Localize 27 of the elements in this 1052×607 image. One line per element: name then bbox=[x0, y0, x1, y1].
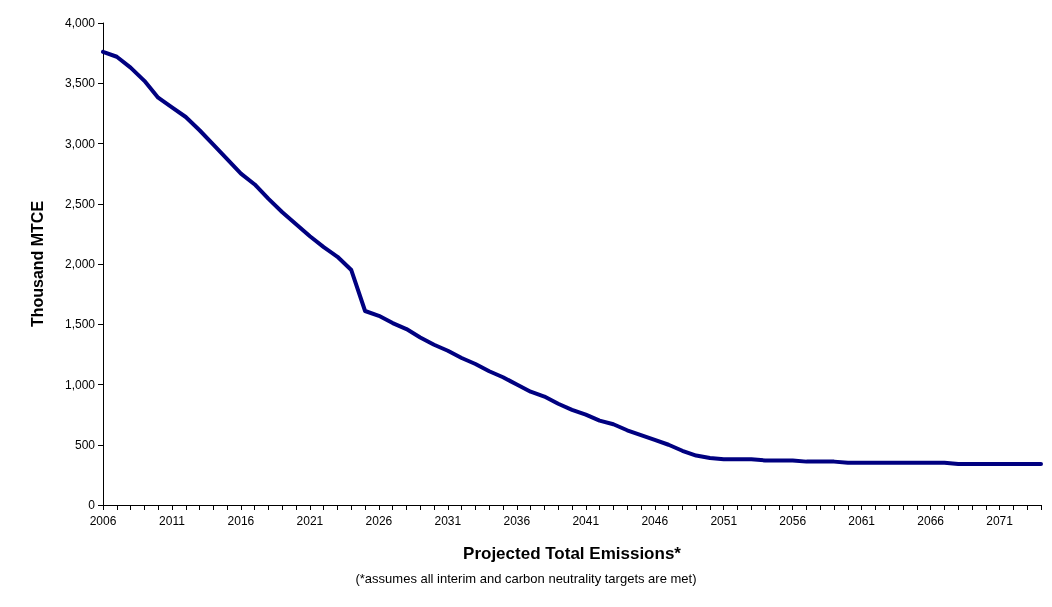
y-axis-title: Thousand MTCE bbox=[28, 200, 46, 328]
text: (*assumes all interim and carbon neutrality targets are met) bbox=[355, 571, 697, 586]
x-tick-label: 2041 bbox=[572, 514, 600, 528]
y-tick-label: 1,500 bbox=[64, 317, 96, 332]
y-tick-label: 2,500 bbox=[64, 196, 96, 211]
x-tick-label: 2056 bbox=[779, 514, 807, 528]
x-tick-label: 2036 bbox=[503, 514, 531, 528]
y-tick-label: 4,000 bbox=[64, 16, 96, 30]
x-tick-label: 2016 bbox=[227, 514, 255, 528]
y-tick-label: 1,000 bbox=[64, 377, 96, 392]
x-tick-label: 2021 bbox=[296, 514, 324, 528]
x-tick-label: 2031 bbox=[434, 514, 462, 528]
x-tick-label: 2046 bbox=[641, 514, 669, 528]
x-tick-label: 2071 bbox=[986, 514, 1014, 528]
line-series bbox=[101, 49, 1043, 467]
y-tick-label: 0 bbox=[88, 498, 96, 512]
x-tick-label: 2061 bbox=[848, 514, 876, 528]
x-tick-label: 2006 bbox=[89, 514, 117, 528]
x-tick-label: 2026 bbox=[365, 514, 393, 528]
x-tick-label: 2011 bbox=[159, 514, 186, 528]
y-tick-label: 500 bbox=[74, 437, 96, 452]
y-tick-label: 3,000 bbox=[64, 136, 96, 151]
x-tick-label: 2051 bbox=[710, 514, 738, 528]
y-tick-label: 2,000 bbox=[64, 257, 96, 271]
x-tick-label: 2066 bbox=[917, 514, 945, 528]
x-axis-title: Projected Total Emissions* bbox=[463, 544, 682, 563]
y-tick-label: 3,500 bbox=[64, 76, 96, 91]
